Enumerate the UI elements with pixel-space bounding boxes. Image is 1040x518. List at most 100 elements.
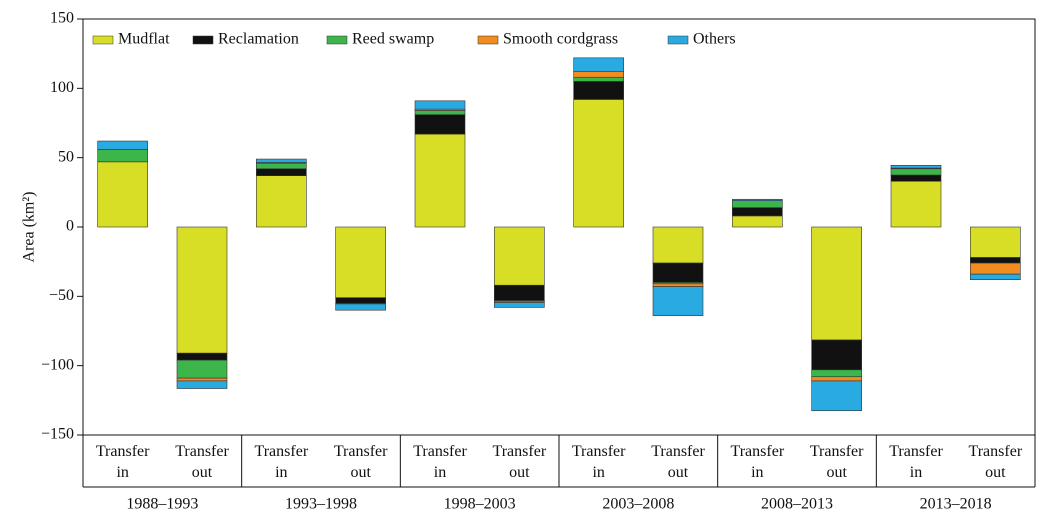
group-label: 1988–1993 bbox=[126, 496, 198, 513]
bar-segment bbox=[176, 380, 228, 389]
bar-segment bbox=[97, 149, 148, 163]
legend-swatch bbox=[92, 35, 114, 45]
bar-segment bbox=[970, 257, 1021, 264]
x-tick-label-line: in bbox=[275, 464, 287, 481]
bar-segment bbox=[414, 110, 466, 115]
y-tick-label: −50 bbox=[49, 287, 74, 304]
x-tick-label-line: Transfer bbox=[969, 443, 1023, 460]
y-tick-label: −150 bbox=[41, 426, 74, 443]
y-tick-label: −100 bbox=[41, 356, 74, 373]
legend-swatch bbox=[667, 35, 689, 45]
bar-segment bbox=[890, 180, 942, 228]
bar-segment bbox=[335, 303, 386, 311]
group-label: 1998–2003 bbox=[444, 496, 516, 513]
bar-segment bbox=[335, 226, 386, 299]
x-tick-label-line: out bbox=[826, 464, 847, 481]
x-tick-label-line: Transfer bbox=[651, 443, 705, 460]
group-label: 1993–1998 bbox=[285, 496, 357, 513]
bar-segment bbox=[970, 226, 1021, 258]
x-tick-label-line: in bbox=[910, 464, 922, 481]
bar-segment bbox=[176, 226, 228, 354]
x-tick-label: Transfer in bbox=[413, 443, 467, 481]
bar-segment bbox=[652, 226, 704, 264]
x-tick-label-line: out bbox=[350, 464, 371, 481]
bar-segment bbox=[811, 380, 862, 412]
bar-segment bbox=[970, 262, 1021, 275]
x-tick-label-line: Transfer bbox=[255, 443, 309, 460]
y-tick-label: 150 bbox=[50, 10, 74, 27]
bar-segment bbox=[652, 262, 704, 283]
bar-segment bbox=[811, 369, 862, 378]
x-tick-label-line: out bbox=[509, 464, 530, 481]
x-tick-label: Transfer out bbox=[969, 443, 1023, 481]
x-tick-label-line: out bbox=[985, 464, 1006, 481]
legend-label: Others bbox=[693, 31, 736, 48]
x-tick-label-line: Transfer bbox=[413, 443, 467, 460]
x-tick-label: Transfer out bbox=[651, 443, 705, 481]
legend-label: Smooth cordgrass bbox=[503, 31, 618, 48]
x-tick-label: Transfer out bbox=[175, 443, 229, 481]
bar-segment bbox=[414, 133, 466, 228]
legend-swatch bbox=[326, 35, 348, 45]
x-tick-label-line: Transfer bbox=[572, 443, 626, 460]
x-tick-label-line: Transfer bbox=[96, 443, 150, 460]
bar-segment bbox=[256, 162, 307, 170]
bar-segment bbox=[573, 81, 624, 100]
bar-segment bbox=[652, 283, 704, 287]
bar-segment bbox=[732, 215, 783, 228]
x-tick-label-line: Transfer bbox=[810, 443, 864, 460]
legend-label: Mudflat bbox=[118, 31, 170, 48]
bar-segment bbox=[176, 352, 228, 361]
x-tick-label: Transfer in bbox=[255, 443, 309, 481]
legend-label: Reclamation bbox=[218, 31, 299, 48]
bar-segment bbox=[573, 57, 624, 72]
bar-segment bbox=[811, 376, 862, 382]
bar-segment bbox=[256, 168, 307, 176]
bar-segment bbox=[732, 207, 783, 217]
bar-segment bbox=[811, 339, 862, 371]
legend-label: Reed swamp bbox=[352, 31, 434, 48]
bar-segment bbox=[573, 71, 624, 78]
bar-segment bbox=[256, 158, 307, 163]
x-tick-label: Transfer out bbox=[334, 443, 388, 481]
bar-segment bbox=[970, 273, 1021, 280]
legend-swatch bbox=[192, 35, 214, 45]
x-tick-label-line: out bbox=[192, 464, 213, 481]
x-tick-label-line: Transfer bbox=[731, 443, 785, 460]
bar-segment bbox=[811, 226, 862, 341]
bar-segment bbox=[256, 175, 307, 228]
y-tick-label: 0 bbox=[66, 218, 74, 235]
bar-segment bbox=[176, 377, 228, 382]
bar-segment bbox=[494, 284, 545, 301]
bar-segment bbox=[890, 164, 942, 169]
x-tick-label-line: Transfer bbox=[334, 443, 388, 460]
y-axis-label: Area (km²) bbox=[21, 192, 38, 263]
x-tick-label-line: Transfer bbox=[889, 443, 943, 460]
bar-segment bbox=[890, 168, 942, 176]
bar-segment bbox=[176, 359, 228, 379]
bar-segment bbox=[97, 140, 148, 150]
x-tick-label-line: in bbox=[751, 464, 763, 481]
legend-swatch bbox=[477, 35, 499, 45]
bar-segment bbox=[494, 302, 545, 308]
x-tick-label: Transfer in bbox=[572, 443, 626, 481]
x-tick-label: Transfer out bbox=[810, 443, 864, 481]
x-tick-label-line: Transfer bbox=[175, 443, 229, 460]
bar-segment bbox=[890, 174, 942, 182]
group-label: 2008–2013 bbox=[761, 496, 833, 513]
x-tick-label-line: Transfer bbox=[493, 443, 547, 460]
bar-segment bbox=[335, 297, 386, 304]
bar-segment bbox=[732, 198, 783, 201]
group-label: 2003–2008 bbox=[602, 496, 674, 513]
y-tick-label: 50 bbox=[58, 148, 74, 165]
x-tick-label-line: out bbox=[668, 464, 689, 481]
x-tick-label-line: in bbox=[434, 464, 446, 481]
bar-segment bbox=[97, 161, 148, 228]
bar-segment bbox=[732, 200, 783, 208]
x-tick-label-line: in bbox=[116, 464, 128, 481]
x-tick-label: Transfer in bbox=[731, 443, 785, 481]
bar-segment bbox=[573, 99, 624, 228]
bar-segment bbox=[494, 226, 545, 286]
bar-segment bbox=[573, 76, 624, 82]
